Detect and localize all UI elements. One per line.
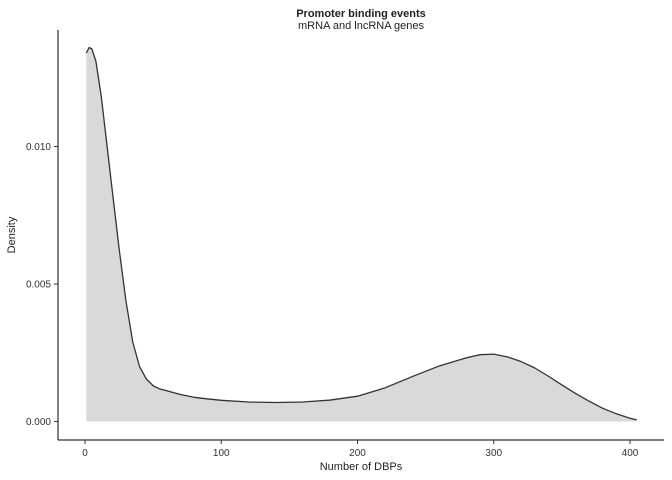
y-tick-label: 0.010 bbox=[26, 142, 51, 153]
x-tick-label: 400 bbox=[622, 448, 639, 459]
x-tick-label: 200 bbox=[349, 448, 366, 459]
chart-subtitle: mRNA and lncRNA genes bbox=[298, 20, 424, 32]
x-axis-label: Number of DBPs bbox=[320, 461, 403, 473]
x-tick-label: 100 bbox=[213, 448, 230, 459]
y-axis-ticks: 0.000 0.005 0.010 bbox=[26, 142, 58, 428]
x-tick-label: 300 bbox=[485, 448, 502, 459]
y-axis-label: Density bbox=[6, 216, 18, 253]
x-axis-ticks: 0 100 200 300 400 bbox=[82, 440, 639, 459]
plot-area bbox=[85, 46, 637, 422]
y-tick-label: 0.000 bbox=[26, 417, 51, 428]
y-tick-label: 0.005 bbox=[26, 280, 51, 291]
x-tick-label: 0 bbox=[82, 448, 88, 459]
density-line bbox=[85, 46, 637, 421]
chart-title: Promoter binding events bbox=[296, 8, 426, 20]
density-area bbox=[86, 47, 637, 422]
